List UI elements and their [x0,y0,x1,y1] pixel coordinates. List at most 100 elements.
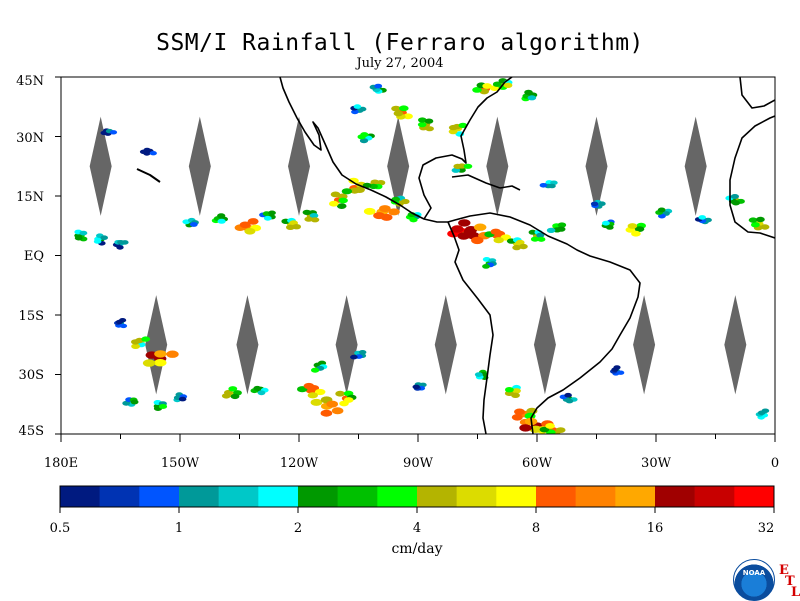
rain-cell [121,240,129,245]
colorbar-swatch [179,486,219,507]
rain-cell [310,217,320,223]
rain-cell [472,87,482,93]
colorbar-swatch [377,486,418,507]
rain-cell [320,409,333,417]
coastline-iberia [739,77,775,109]
rain-cell [748,217,758,223]
rain-cell [492,81,502,87]
rain-cell [482,83,492,89]
rain-cell [247,218,259,225]
rain-cell [363,207,376,215]
x-tick-label: 30W [641,456,671,471]
rain-cell [393,110,404,117]
rain-cell [359,138,369,144]
rain-cell [263,215,272,221]
rain-cell [149,151,157,156]
rain-cells [74,78,770,434]
rain-cell [482,264,490,269]
rain-cell [545,423,555,429]
rain-cell [286,224,295,230]
noaa-logo[interactable]: NOAA [733,559,775,601]
coastline-hispaniola [499,185,521,191]
etl-letter: E [779,563,789,578]
rain-cell [341,188,353,195]
rain-cell [178,396,187,402]
rain-cell [335,390,345,397]
rain-cell [761,408,770,414]
rain-cell [353,104,362,109]
rain-cell [189,222,198,227]
colorbar-swatch [456,486,497,507]
rain-cell [539,183,548,188]
data-gap-swath [434,295,457,395]
rain-cell [512,388,521,394]
colorbar-label: 1 [174,521,184,536]
rain-cell [537,236,546,242]
rain-cell [514,408,525,416]
rain-cell [627,223,638,229]
rain-cell [338,197,348,204]
rain-cell [451,225,464,233]
rain-cell [100,235,108,240]
rain-cell [412,384,420,390]
rain-cell [379,205,391,213]
data-gap-swath [188,116,211,216]
data-gap-swaths [89,116,747,395]
rain-cell [505,387,514,393]
y-tick-label: 45S [18,424,44,439]
rain-cell [122,400,131,406]
rain-cell [154,359,167,367]
rain-cell [244,228,256,235]
rain-cell [311,367,320,373]
rain-cell [317,360,327,366]
rain-cell [515,239,525,246]
colorbar-swatch [218,486,259,507]
rain-cell [326,400,339,408]
rain-cell [109,130,118,135]
rain-cell [119,318,127,323]
colorbar-label: 32 [757,521,775,536]
rain-cell [564,392,572,398]
rain-cell [228,386,238,392]
rain-cell [539,426,550,433]
rain-cell [546,227,556,233]
y-tick-label: 15S [18,309,44,324]
colorbar [59,485,775,513]
rain-cell [131,343,141,349]
data-gap-swath [533,295,556,395]
coastline-hawaii [136,168,161,183]
colorbar-swatch [734,486,775,507]
data-gap-swath [145,295,168,395]
colorbar-label: 2 [293,521,303,536]
rain-cell [349,187,360,194]
etl-letter: L [791,585,800,600]
rain-cell [511,414,523,421]
colorbar-swatch [99,486,140,507]
coastline-gulf-east [418,77,513,220]
rain-cell [634,226,645,233]
etl-letter: T [785,574,795,589]
rain-cell [330,191,341,198]
rain-cell [418,117,427,123]
rain-cell [268,210,276,216]
rain-cell [536,232,545,238]
rain-cell [458,122,468,129]
rain-cell [403,113,413,120]
rain-cell [329,200,339,207]
colorbar-swatch [575,486,616,507]
rain-cell [338,193,348,200]
coastline-africa [729,115,775,239]
colorbar-swatch [536,486,576,507]
colorbar-swatch [615,486,656,507]
rain-cell [613,365,621,370]
colorbar-swatch [337,486,378,507]
rain-cell [471,236,484,245]
data-gap-swath [335,295,358,395]
rain-cell [512,244,522,251]
coastline-south-america [447,212,641,434]
data-gap-swath [89,116,112,216]
rain-cell [373,212,385,220]
rain-cell [590,201,599,207]
rain-cell [493,237,504,244]
